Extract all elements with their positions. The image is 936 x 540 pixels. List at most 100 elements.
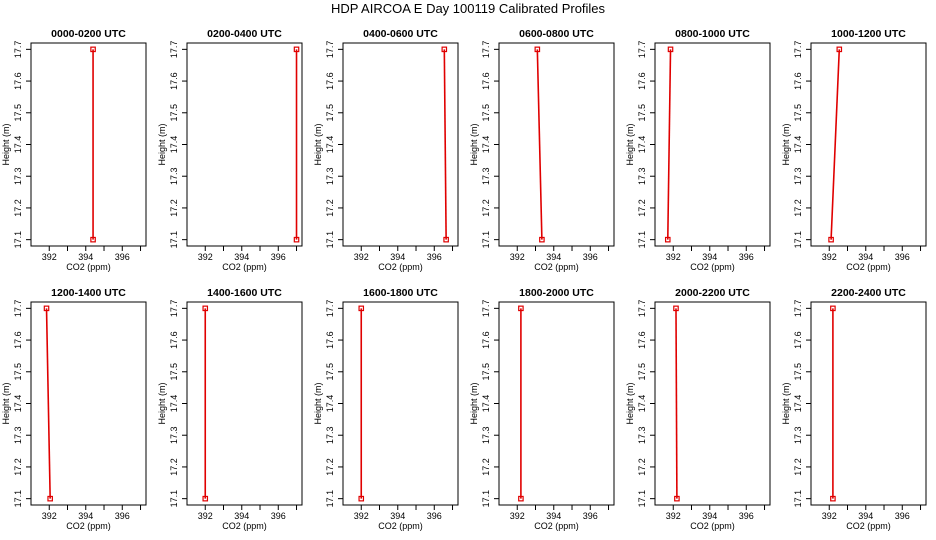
x-tick-label: 396: [739, 252, 754, 262]
y-tick-label: 17.5: [13, 363, 23, 381]
panel-title: 1800-2000 UTC: [519, 287, 594, 299]
y-tick-label: 17.3: [13, 426, 23, 444]
y-tick-label: 17.7: [13, 300, 23, 318]
y-axis-label: Height (m): [157, 382, 167, 424]
chart-panel: 1000-1200 UTC 392 394 396 17.1 17.2 17.3 17.4 17…: [781, 28, 927, 272]
x-tick-label: 394: [78, 511, 93, 521]
profile-line: [45, 308, 51, 499]
x-tick-label: 394: [858, 511, 873, 521]
y-tick-label: 17.6: [13, 331, 23, 349]
panel-title: 0000-0200 UTC: [51, 28, 126, 40]
x-tick-label: 392: [822, 511, 837, 521]
y-tick-label: 17.5: [325, 363, 335, 381]
y-tick-label: 17.6: [793, 331, 803, 349]
plot-frame: [654, 42, 771, 247]
data-point-marker: [539, 236, 545, 243]
plot-frame: [498, 42, 615, 247]
data-point-marker: [358, 495, 365, 502]
plot-frame: [342, 42, 459, 247]
y-tick-label: 17.3: [169, 426, 179, 444]
chart-panel: 1600-1800 UTC 392 394 396 17.1 17.2 17.3 17.4 17…: [313, 287, 459, 531]
chart-panel: 0200-0400 UTC 392 394 396 17.1 17.2 17.3 17.4 17…: [157, 28, 303, 272]
y-tick-label: 17.1: [325, 231, 335, 249]
y-tick-label: 17.4: [637, 395, 647, 413]
data-point-marker: [534, 46, 541, 53]
data-point-marker: [673, 305, 679, 312]
y-tick-label: 17.4: [793, 136, 803, 154]
x-tick-label: 394: [858, 252, 873, 262]
panel-title: 1400-1600 UTC: [207, 287, 282, 299]
data-point-marker: [47, 495, 53, 502]
y-tick-label: 17.5: [637, 104, 647, 122]
y-tick-label: 17.2: [637, 458, 647, 476]
x-tick-label: 396: [271, 252, 286, 262]
chart-panel: 1800-2000 UTC 392 394 396 17.1 17.2 17.3 17.4 17…: [469, 287, 615, 531]
x-axis-label: CO2 (ppm): [534, 262, 579, 272]
x-tick-label: 394: [234, 252, 249, 262]
chart-panel: 0000-0200 UTC 392 394 396 17.1 17.2 17.3 17.4 17…: [1, 28, 147, 272]
x-tick-label: 394: [78, 252, 93, 262]
x-axis-label: CO2 (ppm): [690, 262, 735, 272]
x-tick-label: 394: [546, 511, 561, 521]
y-axis-label: Height (m): [469, 123, 479, 165]
y-tick-label: 17.2: [793, 458, 803, 476]
chart-panel: 2000-2200 UTC 392 394 396 17.1 17.2 17.3 17.4 17…: [625, 287, 771, 531]
panel-title: 0200-0400 UTC: [207, 28, 282, 40]
panel-title: 1200-1400 UTC: [51, 287, 126, 299]
x-tick-label: 392: [42, 511, 57, 521]
x-axis-label: CO2 (ppm): [534, 521, 579, 531]
x-tick-label: 392: [198, 511, 213, 521]
y-tick-label: 17.7: [481, 300, 491, 318]
y-tick-label: 17.3: [481, 167, 491, 185]
panel-title: 0400-0600 UTC: [363, 28, 438, 40]
x-tick-label: 396: [115, 252, 130, 262]
profile-line: [675, 308, 678, 499]
x-tick-label: 396: [271, 511, 286, 521]
data-point-marker: [667, 46, 674, 53]
y-tick-label: 17.4: [325, 395, 335, 413]
y-tick-label: 17.2: [169, 458, 179, 476]
y-axis-label: Height (m): [625, 123, 635, 165]
x-tick-label: 396: [115, 511, 130, 521]
y-tick-label: 17.2: [169, 199, 179, 217]
data-point-marker: [518, 305, 524, 312]
x-tick-label: 396: [739, 511, 754, 521]
plot-frame: [810, 42, 927, 247]
y-tick-label: 17.6: [13, 72, 23, 90]
y-tick-label: 17.2: [13, 199, 23, 217]
plot-frame: [30, 42, 147, 247]
y-tick-label: 17.1: [793, 231, 803, 249]
data-point-marker: [293, 46, 300, 53]
data-point-marker: [664, 236, 671, 243]
data-point-marker: [828, 236, 834, 243]
data-point-marker: [830, 305, 836, 312]
y-tick-label: 17.6: [637, 72, 647, 90]
y-axis-label: Height (m): [625, 382, 635, 424]
y-tick-label: 17.5: [169, 104, 179, 122]
y-tick-label: 17.1: [325, 490, 335, 508]
y-tick-label: 17.1: [13, 490, 23, 508]
x-tick-label: 392: [354, 252, 369, 262]
y-tick-label: 17.3: [169, 167, 179, 185]
y-tick-label: 17.4: [13, 136, 23, 154]
panel-title: 1000-1200 UTC: [831, 28, 906, 40]
y-tick-label: 17.1: [637, 231, 647, 249]
x-axis-label: CO2 (ppm): [846, 521, 891, 531]
y-tick-label: 17.6: [169, 72, 179, 90]
y-tick-label: 17.3: [13, 167, 23, 185]
panel-title: 2200-2400 UTC: [831, 287, 906, 299]
y-tick-label: 17.3: [481, 426, 491, 444]
profile-line: [666, 49, 672, 240]
y-tick-label: 17.1: [169, 490, 179, 508]
x-tick-label: 396: [583, 511, 598, 521]
y-tick-label: 17.3: [793, 167, 803, 185]
y-tick-label: 17.6: [325, 331, 335, 349]
data-point-marker: [836, 46, 843, 53]
x-tick-label: 392: [42, 252, 57, 262]
y-axis-label: Height (m): [313, 382, 323, 424]
x-tick-label: 396: [583, 252, 598, 262]
y-tick-label: 17.2: [325, 458, 335, 476]
y-tick-label: 17.7: [637, 300, 647, 318]
chart-panel: 1200-1400 UTC 392 394 396 17.1 17.2 17.3 17.4 17…: [1, 287, 147, 531]
x-tick-label: 396: [427, 511, 442, 521]
